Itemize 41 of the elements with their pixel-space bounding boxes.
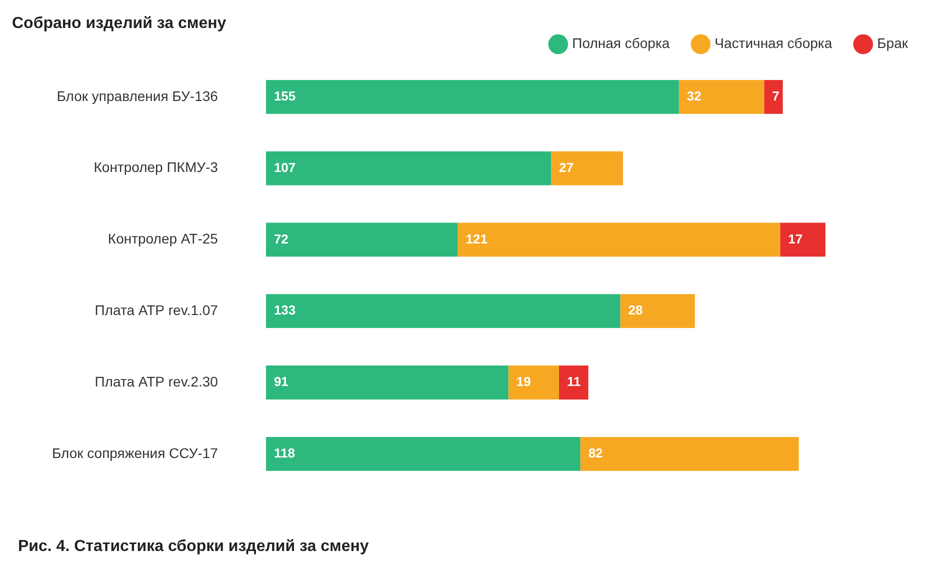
text: Собрано изделий за смену bbox=[12, 15, 226, 32]
legend-label: Полная сборка bbox=[572, 35, 670, 52]
data-label: 118 bbox=[274, 445, 295, 460]
bar bbox=[266, 222, 458, 257]
data-label: 72 bbox=[274, 231, 288, 246]
data-label: 82 bbox=[588, 445, 603, 460]
data-label: 19 bbox=[516, 374, 531, 390]
bar bbox=[780, 222, 826, 257]
bar bbox=[764, 80, 783, 114]
data-label: 7 bbox=[772, 88, 780, 104]
bar bbox=[551, 151, 623, 186]
bar bbox=[266, 436, 580, 471]
data-label: 32 bbox=[686, 88, 702, 104]
bar bbox=[266, 294, 620, 328]
y-tick-label: Контролер АТ-25 bbox=[108, 230, 218, 247]
data-label: 17 bbox=[788, 231, 803, 246]
bar bbox=[266, 151, 552, 186]
data-label: 107 bbox=[274, 160, 296, 175]
bar bbox=[678, 80, 764, 114]
legend-label: Брак bbox=[877, 35, 909, 52]
bar bbox=[266, 366, 508, 400]
bar bbox=[266, 80, 679, 114]
data-label: 133 bbox=[274, 302, 296, 318]
legend-label: Частичная сборка bbox=[714, 35, 832, 52]
data-label: 155 bbox=[274, 88, 296, 104]
data-label: 27 bbox=[559, 160, 574, 175]
bar bbox=[508, 366, 560, 400]
data-label: 91 bbox=[274, 374, 288, 390]
y-tick-label: Контролер ПКМУ-3 bbox=[94, 159, 218, 176]
bar bbox=[458, 222, 780, 257]
data-label: 28 bbox=[628, 302, 643, 318]
bar bbox=[559, 366, 588, 400]
text: Рис. 4. Статистика сборки изделий за смену bbox=[18, 538, 370, 556]
bar bbox=[580, 436, 799, 471]
y-tick-label: Плата АТР rev.2.30 bbox=[94, 373, 218, 390]
y-tick-label: Блок управления БУ-136 bbox=[56, 88, 218, 104]
data-label: 11 bbox=[567, 374, 581, 390]
bar bbox=[620, 294, 695, 328]
y-tick-label: Плата АТР rev.1.07 bbox=[94, 302, 218, 318]
y-tick-label: Блок сопряжения ССУ-17 bbox=[52, 444, 218, 461]
data-label: 121 bbox=[466, 231, 488, 246]
